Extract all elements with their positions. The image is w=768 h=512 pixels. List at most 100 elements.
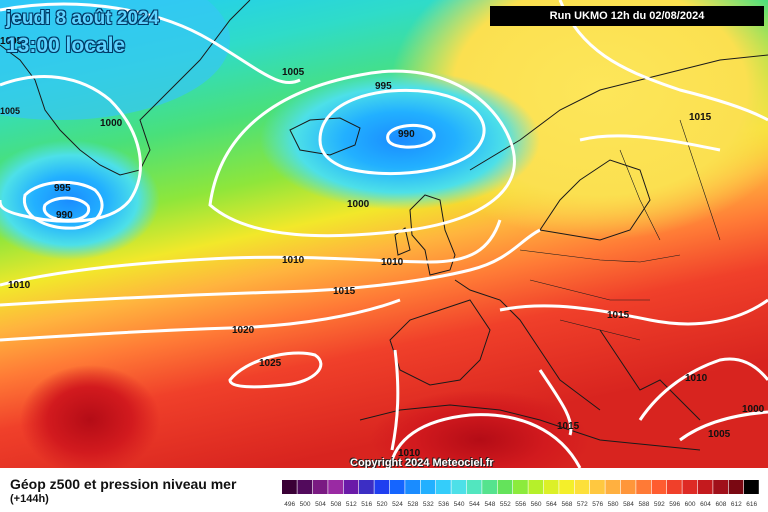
isobar-1015-med [390, 349, 573, 451]
scale-swatch [636, 480, 651, 494]
pressure-label: 1010 [8, 280, 31, 291]
europe-coast [389, 279, 701, 421]
scale-swatch [590, 480, 605, 494]
scale-swatch [359, 480, 374, 494]
scale-swatch [620, 480, 636, 494]
isobar-1015-scandinavia [558, 0, 768, 152]
scale-swatch [374, 480, 390, 494]
scale-label: 588 [638, 501, 649, 508]
scale-label: 520 [377, 501, 388, 508]
copyright: Copyright 2024 Meteociel.fr [350, 457, 494, 469]
scale-swatch [420, 480, 436, 494]
isobar-1005-north [0, 2, 301, 85]
scale-label: 556 [515, 501, 526, 508]
scale-swatch [697, 480, 713, 494]
low-iceland-field [260, 70, 540, 210]
arctic-cold-field [0, 0, 230, 120]
scale-swatch [543, 480, 559, 494]
scale-label: 524 [392, 501, 403, 508]
scale-swatch [343, 480, 359, 494]
pressure-label: 1010 [282, 255, 305, 266]
pressure-label: 1000 [742, 404, 765, 415]
pressure-label: 1020 [232, 325, 255, 336]
isobar-995-central [318, 88, 486, 176]
scale-swatch [497, 480, 513, 494]
coastlines [0, 0, 768, 451]
isobar-1015 [0, 228, 541, 307]
pressure-label: 990 [56, 210, 73, 221]
scale-label: 608 [715, 501, 726, 508]
legend-title: Géop z500 et pression niveau mer [10, 476, 237, 492]
scandinavia-coast [469, 54, 768, 241]
scale-label: 516 [361, 501, 372, 508]
scale-label: 508 [330, 501, 341, 508]
isobar-1000-west [0, 75, 142, 223]
scale-label: 584 [623, 501, 634, 508]
pressure-label: 1000 [100, 118, 123, 129]
scale-label: 528 [407, 501, 418, 508]
pressure-label: 1015 [607, 310, 630, 321]
scale-label: 500 [300, 501, 311, 508]
scale-swatch [297, 480, 313, 494]
isobar-995-west [22, 180, 104, 230]
pressure-label: 1010 [398, 448, 421, 459]
pressure-label: 1015 [557, 421, 580, 432]
scale-swatch [574, 480, 590, 494]
isobar-1010-east [638, 357, 768, 421]
scale-label: 580 [608, 501, 619, 508]
pressure-label: 1000 [347, 199, 370, 210]
scale-swatch [405, 480, 420, 494]
isobar-1005-central [208, 69, 516, 238]
scale-swatch [513, 480, 528, 494]
forecast-date: jeudi 8 août 2024 [6, 8, 160, 29]
scale-label: 564 [546, 501, 557, 508]
scale-swatch [651, 480, 667, 494]
scale-swatch [482, 480, 497, 494]
scale-label: 560 [531, 501, 542, 508]
pressure-label: 1005 [282, 67, 305, 78]
isobar-1010 [0, 219, 502, 287]
scale-swatch [713, 480, 728, 494]
scale-label: 532 [423, 501, 434, 508]
scale-label: 540 [454, 501, 465, 508]
greenland-coast [0, 0, 251, 176]
pressure-label: 1005 [0, 106, 20, 116]
pressure-label: 995 [54, 183, 71, 194]
scale-swatch [436, 480, 451, 494]
scale-label: 612 [731, 501, 742, 508]
scale-swatch [451, 480, 467, 494]
scale-label: 512 [346, 501, 357, 508]
pressure-label: 1005 [708, 429, 731, 440]
borders [519, 119, 721, 341]
scale-label: 592 [654, 501, 665, 508]
isobar-990-west [42, 196, 91, 222]
scale-swatch [312, 480, 328, 494]
isobar-1025 [228, 351, 323, 389]
pressure-labels: 1005 1005 1000 995 990 995 990 1000 1010… [0, 36, 765, 459]
south-heat-field [20, 365, 160, 468]
color-scale: 496 500 504 508 512 516 520 524 528 532 536 540 544 5… [282, 480, 759, 508]
scale-label: 496 [284, 501, 295, 508]
scale-swatch [728, 480, 744, 494]
scale-label: 572 [577, 501, 588, 508]
legend-subtitle: (+144h) [10, 493, 49, 505]
scale-swatch [744, 480, 759, 494]
scale-label: 568 [561, 501, 572, 508]
scale-swatch [605, 480, 621, 494]
pressure-label: 1005 [0, 36, 23, 47]
pressure-label: 995 [375, 81, 392, 92]
scale-label: 536 [438, 501, 449, 508]
pressure-label: 1010 [685, 373, 708, 384]
scale-label: 552 [500, 501, 511, 508]
pressure-label: 1025 [259, 358, 282, 369]
scale-swatch [466, 480, 482, 494]
pressure-label: 1015 [689, 112, 712, 123]
isobar-1020 [0, 298, 401, 342]
pressure-label: 1010 [381, 257, 404, 268]
forecast-time: 13:00 locale [6, 34, 126, 57]
isobar-1010-africa [388, 413, 582, 468]
pressure-label: 1015 [333, 286, 356, 297]
weather-map: 1005 1005 1000 995 990 995 990 1000 1010… [0, 0, 768, 468]
isobar-1015-east [499, 298, 768, 326]
